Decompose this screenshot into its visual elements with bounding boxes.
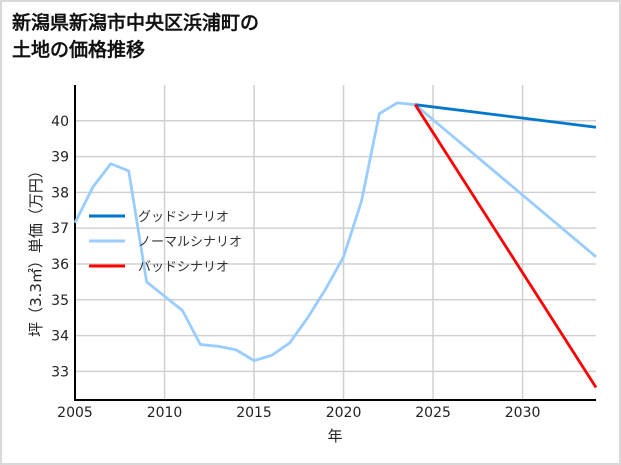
series-line [413,103,598,389]
legend-label: グッドシナリオ [138,210,229,225]
chart-title: 新潟県新潟市中央区浜浦町の 土地の価格推移 [12,12,260,61]
series-line [73,101,597,363]
y-tick-label: 37 [51,221,69,237]
x-tick-label: 2005 [57,405,93,421]
x-axis-label: 年 [327,427,342,445]
x-tick-label: 2020 [326,405,362,421]
x-tick-label: 2025 [415,405,451,421]
y-tick-label: 40 [51,114,69,130]
series-line [414,103,597,129]
x-tick-label: 2010 [147,405,183,421]
y-tick-label: 38 [51,185,69,201]
legend-label: ノーマルシナリオ [138,235,242,250]
y-axis-label: 坪（3.3㎡）単価（万円） [27,163,45,337]
y-tick-label: 39 [51,150,69,166]
y-tick-label: 34 [51,329,69,345]
y-tick-label: 35 [51,293,69,309]
y-tick-label: 33 [51,364,69,380]
y-tick-label: 36 [51,257,69,273]
x-tick-label: 2015 [236,405,272,421]
legend-label: バッドシナリオ [138,260,229,275]
x-tick-label: 2030 [505,405,541,421]
